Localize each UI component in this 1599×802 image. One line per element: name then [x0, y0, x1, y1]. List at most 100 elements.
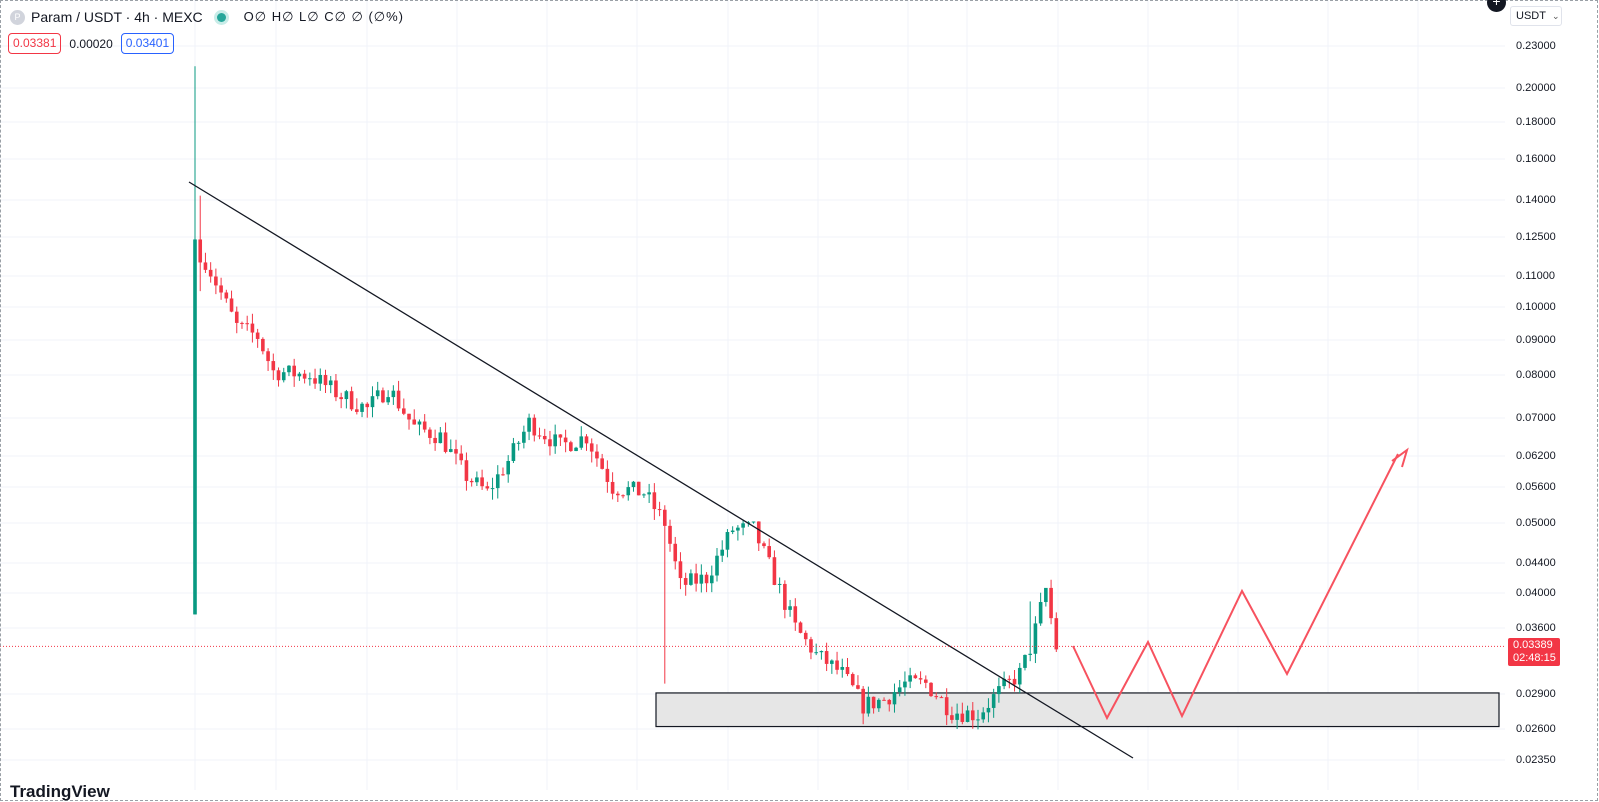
sell-price-button[interactable]: 0.03381 [8, 33, 62, 54]
candle-body [308, 378, 312, 380]
candle-body [647, 492, 651, 495]
candle-body [365, 403, 370, 408]
price-axis-label: 0.02900 [1516, 688, 1556, 700]
candle-body [929, 682, 933, 697]
symbol-title[interactable]: Param / USDT · 4h · MEXC [31, 9, 203, 25]
candle-body [480, 477, 484, 487]
support-zone [655, 692, 1500, 728]
candle-body [328, 380, 333, 386]
candle-body [391, 390, 396, 398]
candle-body [595, 451, 599, 459]
candle-body [490, 488, 495, 490]
candle-body [772, 557, 777, 585]
candle-body [642, 494, 646, 496]
candle-body [271, 361, 276, 371]
candle-body [464, 460, 469, 481]
candle-body [203, 262, 208, 270]
candle-body [381, 390, 385, 403]
buy-price-button[interactable]: 0.03401 [120, 33, 175, 54]
price-axis-label: 0.14000 [1516, 194, 1556, 206]
candle-body [344, 391, 349, 400]
candle-body [1023, 654, 1027, 668]
candle-body [600, 458, 604, 469]
candle-body [725, 532, 730, 550]
candle-body [1017, 667, 1022, 685]
candle-body [762, 543, 766, 547]
candle-body [266, 351, 270, 362]
candle-body [835, 660, 839, 670]
price-axis-label: 0.02350 [1516, 754, 1556, 766]
candle-body [694, 573, 698, 584]
candle-countdown: 02:48:15 [1513, 652, 1556, 664]
candle-body [824, 651, 829, 664]
chevron-down-icon: ⌄ [1551, 10, 1560, 21]
candle-body [934, 696, 939, 698]
candle-body [563, 437, 568, 443]
price-axis-label: 0.16000 [1516, 153, 1556, 165]
candle-body [438, 432, 443, 444]
candle-body [1049, 587, 1053, 619]
candle-body [370, 396, 375, 408]
candle-body [1038, 602, 1043, 624]
price-axis-label: 0.04400 [1516, 557, 1556, 569]
last-price-value: 0.03389 [1513, 639, 1553, 651]
candle-body [1007, 678, 1012, 680]
candle-body [469, 480, 474, 483]
candle-body [887, 699, 892, 705]
candle-body [313, 378, 317, 384]
candle-body [845, 667, 850, 675]
candle-body [709, 575, 714, 584]
candle-body [334, 380, 338, 398]
candle-body [506, 460, 510, 475]
candle-body [276, 370, 281, 381]
candle-body [1012, 678, 1017, 685]
candle-body [250, 323, 255, 333]
candle-body [991, 694, 996, 708]
plus-circle-icon[interactable]: + [1487, 0, 1506, 12]
candle-body [234, 311, 239, 323]
candle-body [751, 521, 756, 523]
price-axis-label: 0.02600 [1516, 723, 1556, 735]
candle-body [830, 660, 834, 664]
candle-body [569, 442, 573, 452]
candle-body [965, 710, 970, 722]
candle-body [756, 521, 761, 544]
price-axis-label: 0.20000 [1516, 82, 1556, 94]
price-axis-label: 0.06200 [1516, 450, 1556, 462]
price-axis-label: 0.18000 [1516, 116, 1556, 128]
candle-body [292, 365, 296, 377]
candle-body [548, 439, 552, 447]
price-axis-label: 0.07000 [1516, 412, 1556, 424]
candle-body [913, 675, 918, 679]
candle-body [652, 492, 657, 510]
candle-body [422, 421, 427, 430]
candle-body [970, 710, 975, 721]
candle-body [840, 667, 845, 670]
candle-body [386, 397, 390, 403]
candle-body [997, 686, 1001, 695]
candle-body [417, 421, 422, 425]
candle-body [657, 509, 662, 511]
candle-body [866, 696, 871, 714]
candle-body [198, 239, 203, 263]
candle-body [302, 373, 307, 379]
candle-body [626, 487, 631, 496]
last-price-tag: 0.03389 02:48:15 [1508, 638, 1560, 666]
candle-body [976, 719, 980, 721]
candle-body [402, 408, 406, 414]
candle-body [522, 431, 526, 443]
candle-body [240, 322, 244, 324]
candle-body [616, 493, 620, 496]
candle-body [224, 292, 229, 299]
symbol-legend: P Param / USDT · 4h · MEXC O∅ H∅ L∅ C∅ ∅… [10, 7, 404, 27]
currency-selector[interactable]: USDT ⌄ [1510, 6, 1562, 26]
candle-body [882, 699, 886, 701]
candle-body [892, 692, 897, 705]
candle-body [339, 397, 343, 400]
candle-body [610, 481, 615, 494]
candle-body [788, 606, 792, 610]
candle-body [924, 679, 928, 683]
candle-body [355, 409, 359, 412]
price-axis-label: 0.05000 [1516, 517, 1556, 529]
